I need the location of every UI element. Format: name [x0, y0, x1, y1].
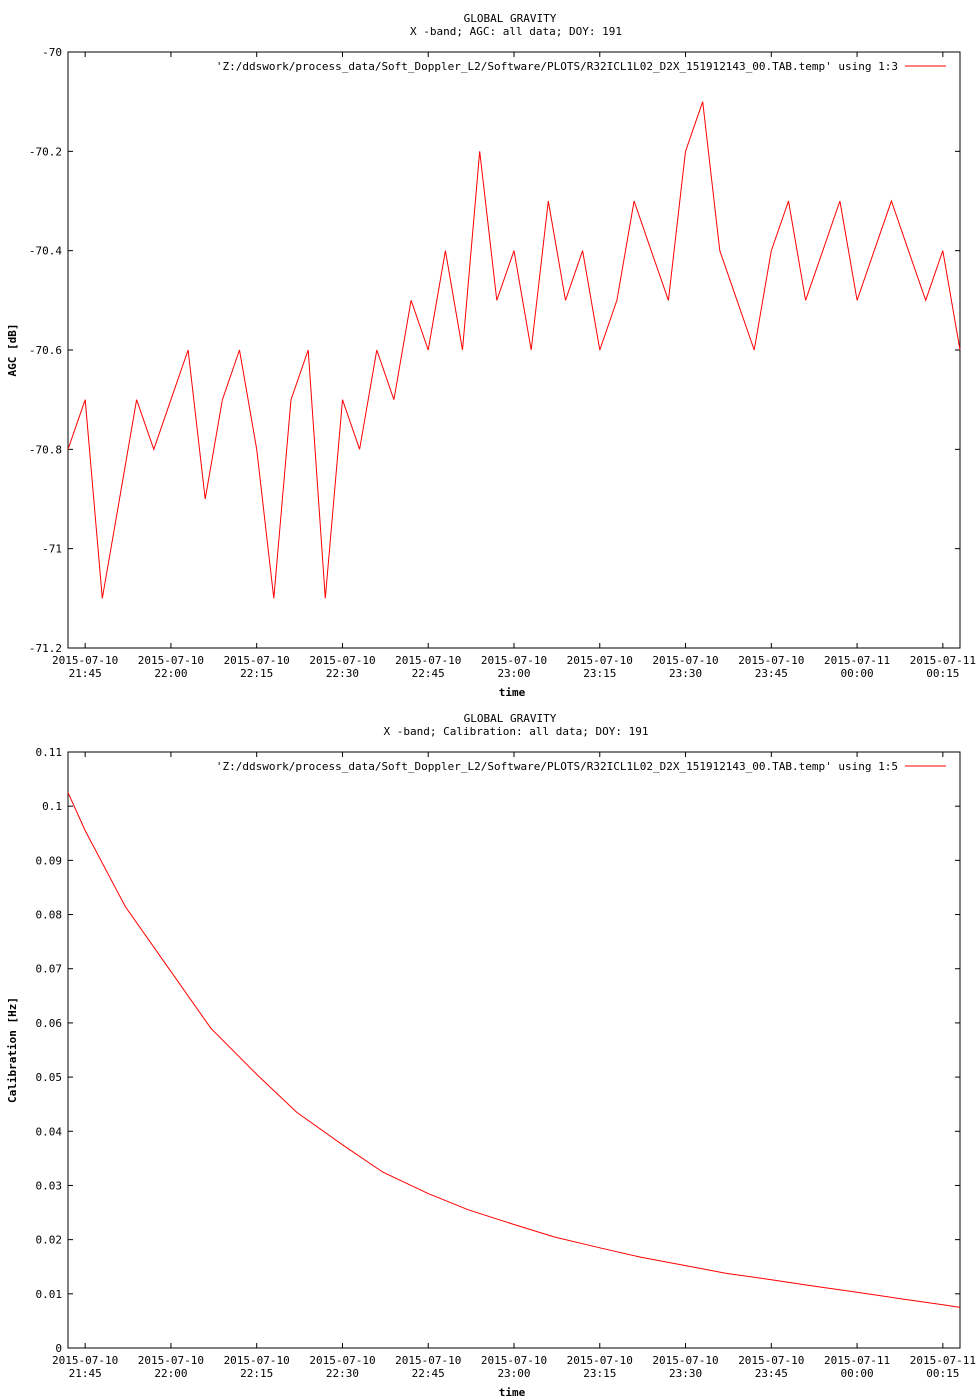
x-tick-date: 2015-07-10	[309, 654, 375, 667]
x-tick-date: 2015-07-11	[910, 1354, 976, 1367]
y-tick-label: -71	[42, 543, 62, 556]
y-tick-label: 0.11	[36, 746, 63, 759]
y-tick-label: -70.8	[29, 443, 62, 456]
series-line	[67, 101, 961, 599]
x-tick-time: 00:15	[926, 1367, 959, 1380]
x-tick-time: 22:00	[154, 1367, 187, 1380]
y-tick-label: 0.1	[42, 800, 62, 813]
x-tick-time: 23:30	[669, 667, 702, 680]
x-tick-time: 21:45	[69, 667, 102, 680]
y-tick-label: -70.6	[29, 344, 62, 357]
chart-title: GLOBAL GRAVITY	[464, 712, 557, 725]
x-tick-date: 2015-07-10	[138, 654, 204, 667]
x-tick-date: 2015-07-10	[738, 1354, 804, 1367]
agc-chart: GLOBAL GRAVITY X -band; AGC: all data; D…	[6, 12, 976, 699]
x-tick-date: 2015-07-10	[395, 1354, 461, 1367]
y-tick-label: 0.05	[36, 1071, 63, 1084]
x-tick-time: 23:30	[669, 1367, 702, 1380]
x-tick-date: 2015-07-10	[309, 1354, 375, 1367]
y-tick-label: 0.07	[36, 963, 63, 976]
tick-group: 0.11 0.1 0.09 0.08 0.07 0.06 0.05 0.04 0.03 0.02 0…	[36, 746, 976, 1380]
x-tick-time: 23:15	[583, 667, 616, 680]
y-tick-label: 0.08	[36, 909, 63, 922]
x-tick-date: 2015-07-11	[910, 654, 976, 667]
y-tick-label: 0.02	[36, 1234, 63, 1247]
x-tick-time: 22:00	[154, 667, 187, 680]
y-tick-label: 0.06	[36, 1017, 63, 1030]
x-tick-time: 23:15	[583, 1367, 616, 1380]
x-tick-time: 22:30	[326, 667, 359, 680]
calibration-chart: GLOBAL GRAVITY X -band; Calibration: all…	[6, 712, 976, 1399]
x-tick-time: 22:30	[326, 1367, 359, 1380]
y-tick-label: 0.03	[36, 1179, 63, 1192]
x-tick-time: 21:45	[69, 1367, 102, 1380]
y-tick-label: -70.2	[29, 145, 62, 158]
plot-frame	[67, 51, 961, 649]
x-tick-date: 2015-07-10	[138, 1354, 204, 1367]
series-group	[67, 792, 961, 1308]
x-tick-time: 00:15	[926, 667, 959, 680]
x-tick-date: 2015-07-10	[52, 654, 118, 667]
plot-frame	[67, 751, 961, 1349]
x-tick-date: 2015-07-10	[652, 1354, 718, 1367]
x-tick-time: 22:45	[412, 1367, 445, 1380]
x-tick-date: 2015-07-10	[224, 1354, 290, 1367]
x-tick-date: 2015-07-10	[395, 654, 461, 667]
y-tick-label: 0	[55, 1342, 62, 1355]
x-tick-date: 2015-07-10	[481, 1354, 547, 1367]
x-tick-date: 2015-07-10	[224, 654, 290, 667]
chart-subtitle: X -band; AGC: all data; DOY: 191	[410, 25, 622, 38]
y-tick-label: 0.09	[36, 854, 63, 867]
x-tick-time: 22:15	[240, 1367, 273, 1380]
y-axis-label: AGC [dB]	[6, 324, 19, 377]
x-tick-time: 23:45	[755, 667, 788, 680]
x-tick-time: 23:00	[497, 667, 530, 680]
x-tick-time: 22:15	[240, 667, 273, 680]
x-tick-date: 2015-07-10	[52, 1354, 118, 1367]
x-tick-time: 23:00	[497, 1367, 530, 1380]
series-line	[67, 792, 961, 1308]
legend-label: 'Z:/ddswork/process_data/Soft_Doppler_L2…	[216, 760, 898, 773]
x-tick-date: 2015-07-10	[567, 1354, 633, 1367]
y-tick-label: -70	[42, 46, 62, 59]
y-tick-label: -70.4	[29, 245, 62, 258]
series-group	[67, 101, 961, 599]
tick-group: -70-70.2-70.4-70.6-70.8-71-71.22015-07-1…	[29, 46, 976, 680]
x-axis-label: time	[499, 1386, 526, 1399]
x-tick-date: 2015-07-10	[567, 654, 633, 667]
x-tick-date: 2015-07-10	[652, 654, 718, 667]
x-tick-date: 2015-07-10	[738, 654, 804, 667]
chart-subtitle: X -band; Calibration: all data; DOY: 191	[384, 725, 649, 738]
x-tick-date: 2015-07-11	[824, 654, 890, 667]
y-tick-label: -71.2	[29, 642, 62, 655]
x-tick-time: 23:45	[755, 1367, 788, 1380]
x-tick-time: 00:00	[841, 1367, 874, 1380]
x-tick-date: 2015-07-11	[824, 1354, 890, 1367]
legend-label: 'Z:/ddswork/process_data/Soft_Doppler_L2…	[216, 60, 898, 73]
x-axis-label: time	[499, 686, 526, 699]
y-tick-label: 0.04	[36, 1125, 63, 1138]
x-tick-time: 00:00	[841, 667, 874, 680]
chart-title: GLOBAL GRAVITY	[464, 12, 557, 25]
y-axis-label: Calibration [Hz]	[6, 997, 19, 1103]
x-tick-date: 2015-07-10	[481, 654, 547, 667]
y-tick-label: 0.01	[36, 1288, 63, 1301]
x-tick-time: 22:45	[412, 667, 445, 680]
